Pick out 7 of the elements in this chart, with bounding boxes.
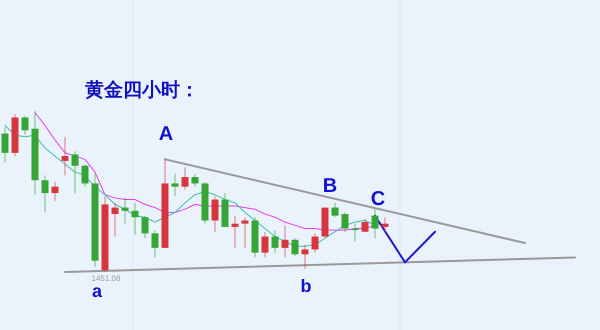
chart-title: 黄金四小时： [84, 79, 199, 101]
annotation: B [322, 175, 338, 197]
text: 1451.08 [92, 274, 122, 283]
text: b [300, 276, 312, 296]
annotation: C [370, 188, 386, 210]
text: a [92, 281, 103, 301]
annotation: A [158, 123, 174, 145]
